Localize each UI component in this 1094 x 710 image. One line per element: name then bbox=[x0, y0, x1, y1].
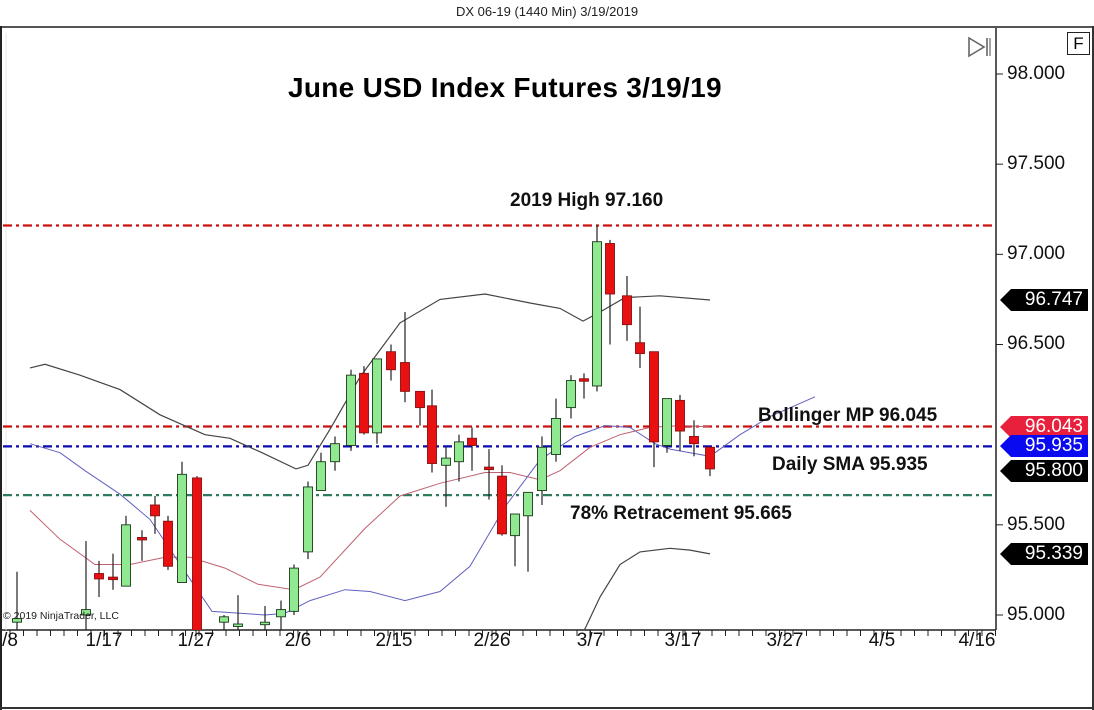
candle bbox=[551, 398, 561, 462]
candle bbox=[510, 513, 520, 567]
candle bbox=[649, 351, 659, 468]
candle bbox=[566, 375, 576, 419]
price-tag: 95.339 bbox=[1000, 542, 1088, 565]
x-tick-label: 1/27 bbox=[177, 630, 215, 651]
bollinger-lower-band bbox=[583, 547, 711, 630]
candle bbox=[372, 358, 382, 444]
x-tick-label: 1/17 bbox=[85, 630, 123, 651]
candle bbox=[705, 446, 715, 477]
bollinger-midpoint-curve bbox=[29, 425, 711, 591]
candle bbox=[441, 447, 451, 507]
candle bbox=[415, 390, 425, 426]
y-tick-label: 97.500 bbox=[1007, 153, 1066, 175]
candle bbox=[662, 398, 672, 453]
candle bbox=[605, 239, 615, 345]
candlestick-series bbox=[12, 225, 715, 630]
x-tick-label: /8 bbox=[2, 630, 18, 651]
candle bbox=[592, 225, 602, 392]
candle bbox=[454, 434, 464, 482]
candle bbox=[675, 394, 685, 451]
high-annotation: 2019 High 97.160 bbox=[510, 190, 664, 211]
candle bbox=[94, 560, 104, 597]
y-axis-ticks bbox=[996, 73, 1003, 616]
y-tick-label: 96.500 bbox=[1007, 333, 1066, 355]
window-frame-top bbox=[0, 26, 1094, 28]
play-to-end-icon bbox=[968, 36, 991, 58]
copyright-notice: © 2019 NinjaTrader, LLC bbox=[3, 610, 119, 622]
price-tag: 95.935 bbox=[1000, 435, 1088, 458]
x-tick-label: 2/6 bbox=[284, 630, 312, 651]
candle bbox=[497, 465, 507, 536]
candle bbox=[276, 600, 286, 630]
x-tick-label: 3/17 bbox=[664, 630, 702, 651]
x-tick-label: 3/27 bbox=[766, 630, 804, 651]
candle bbox=[177, 461, 187, 583]
candle bbox=[467, 427, 477, 471]
price-tag: 96.747 bbox=[1000, 288, 1088, 311]
candle bbox=[303, 481, 313, 560]
window-frame-bottom bbox=[0, 707, 1094, 709]
window-frame-left bbox=[0, 26, 2, 710]
horizontal-levels bbox=[3, 224, 996, 497]
candle bbox=[192, 476, 202, 630]
x-tick-label: 3/7 bbox=[576, 630, 604, 651]
y-tick-label: 98.000 bbox=[1007, 63, 1066, 84]
bollinger-mp-annotation: Bollinger MP 96.045 bbox=[758, 405, 938, 426]
candle bbox=[121, 515, 131, 587]
retracement-annotation: 78% Retracement 95.665 bbox=[570, 503, 792, 524]
chart-panel-border bbox=[2, 28, 997, 631]
y-tick-label: 97.000 bbox=[1007, 243, 1066, 265]
candle bbox=[579, 373, 589, 399]
candle bbox=[233, 595, 243, 630]
price-tag: 95.800 bbox=[1000, 459, 1088, 482]
x-tick-label: 2/26 bbox=[473, 630, 511, 651]
y-tick-label: 95.500 bbox=[1007, 513, 1066, 535]
candle bbox=[81, 541, 91, 630]
indicator-curves bbox=[29, 293, 816, 630]
chart-title: June USD Index Futures 3/19/19 bbox=[288, 72, 722, 103]
candle bbox=[289, 564, 299, 615]
bollinger-upper-band bbox=[29, 293, 711, 470]
x-axis-ticks bbox=[9, 630, 996, 640]
x-tick-label: 2/15 bbox=[375, 630, 413, 651]
candle bbox=[427, 389, 437, 473]
candle bbox=[400, 312, 410, 403]
candle bbox=[163, 515, 173, 570]
x-tick-label: 4/5 bbox=[868, 630, 896, 651]
candle bbox=[346, 369, 356, 451]
scroll-to-end-button[interactable] bbox=[966, 36, 992, 58]
y-tick-label: 95.000 bbox=[1007, 603, 1066, 625]
candle bbox=[689, 420, 699, 457]
candle bbox=[523, 491, 533, 572]
candle bbox=[359, 366, 369, 435]
x-tick-label: 4/16 bbox=[958, 630, 996, 651]
candle bbox=[635, 306, 645, 368]
candle bbox=[386, 344, 396, 381]
candle bbox=[219, 614, 229, 630]
candle bbox=[316, 452, 326, 492]
candle bbox=[622, 275, 632, 341]
f-button[interactable]: F bbox=[1067, 32, 1090, 55]
candle bbox=[330, 436, 340, 471]
candle bbox=[150, 495, 160, 534]
candle bbox=[260, 605, 270, 630]
daily-sma-annotation: Daily SMA 95.935 bbox=[772, 454, 928, 475]
window-frame-right bbox=[1092, 26, 1094, 710]
candle bbox=[484, 449, 494, 500]
candle bbox=[137, 530, 147, 561]
candle bbox=[108, 553, 118, 590]
price-tag: 96.043 bbox=[1000, 415, 1088, 438]
candle bbox=[12, 571, 22, 630]
chart-window-title: DX 06-19 (1440 Min) 3/19/2019 bbox=[455, 4, 639, 19]
candle bbox=[537, 436, 547, 505]
